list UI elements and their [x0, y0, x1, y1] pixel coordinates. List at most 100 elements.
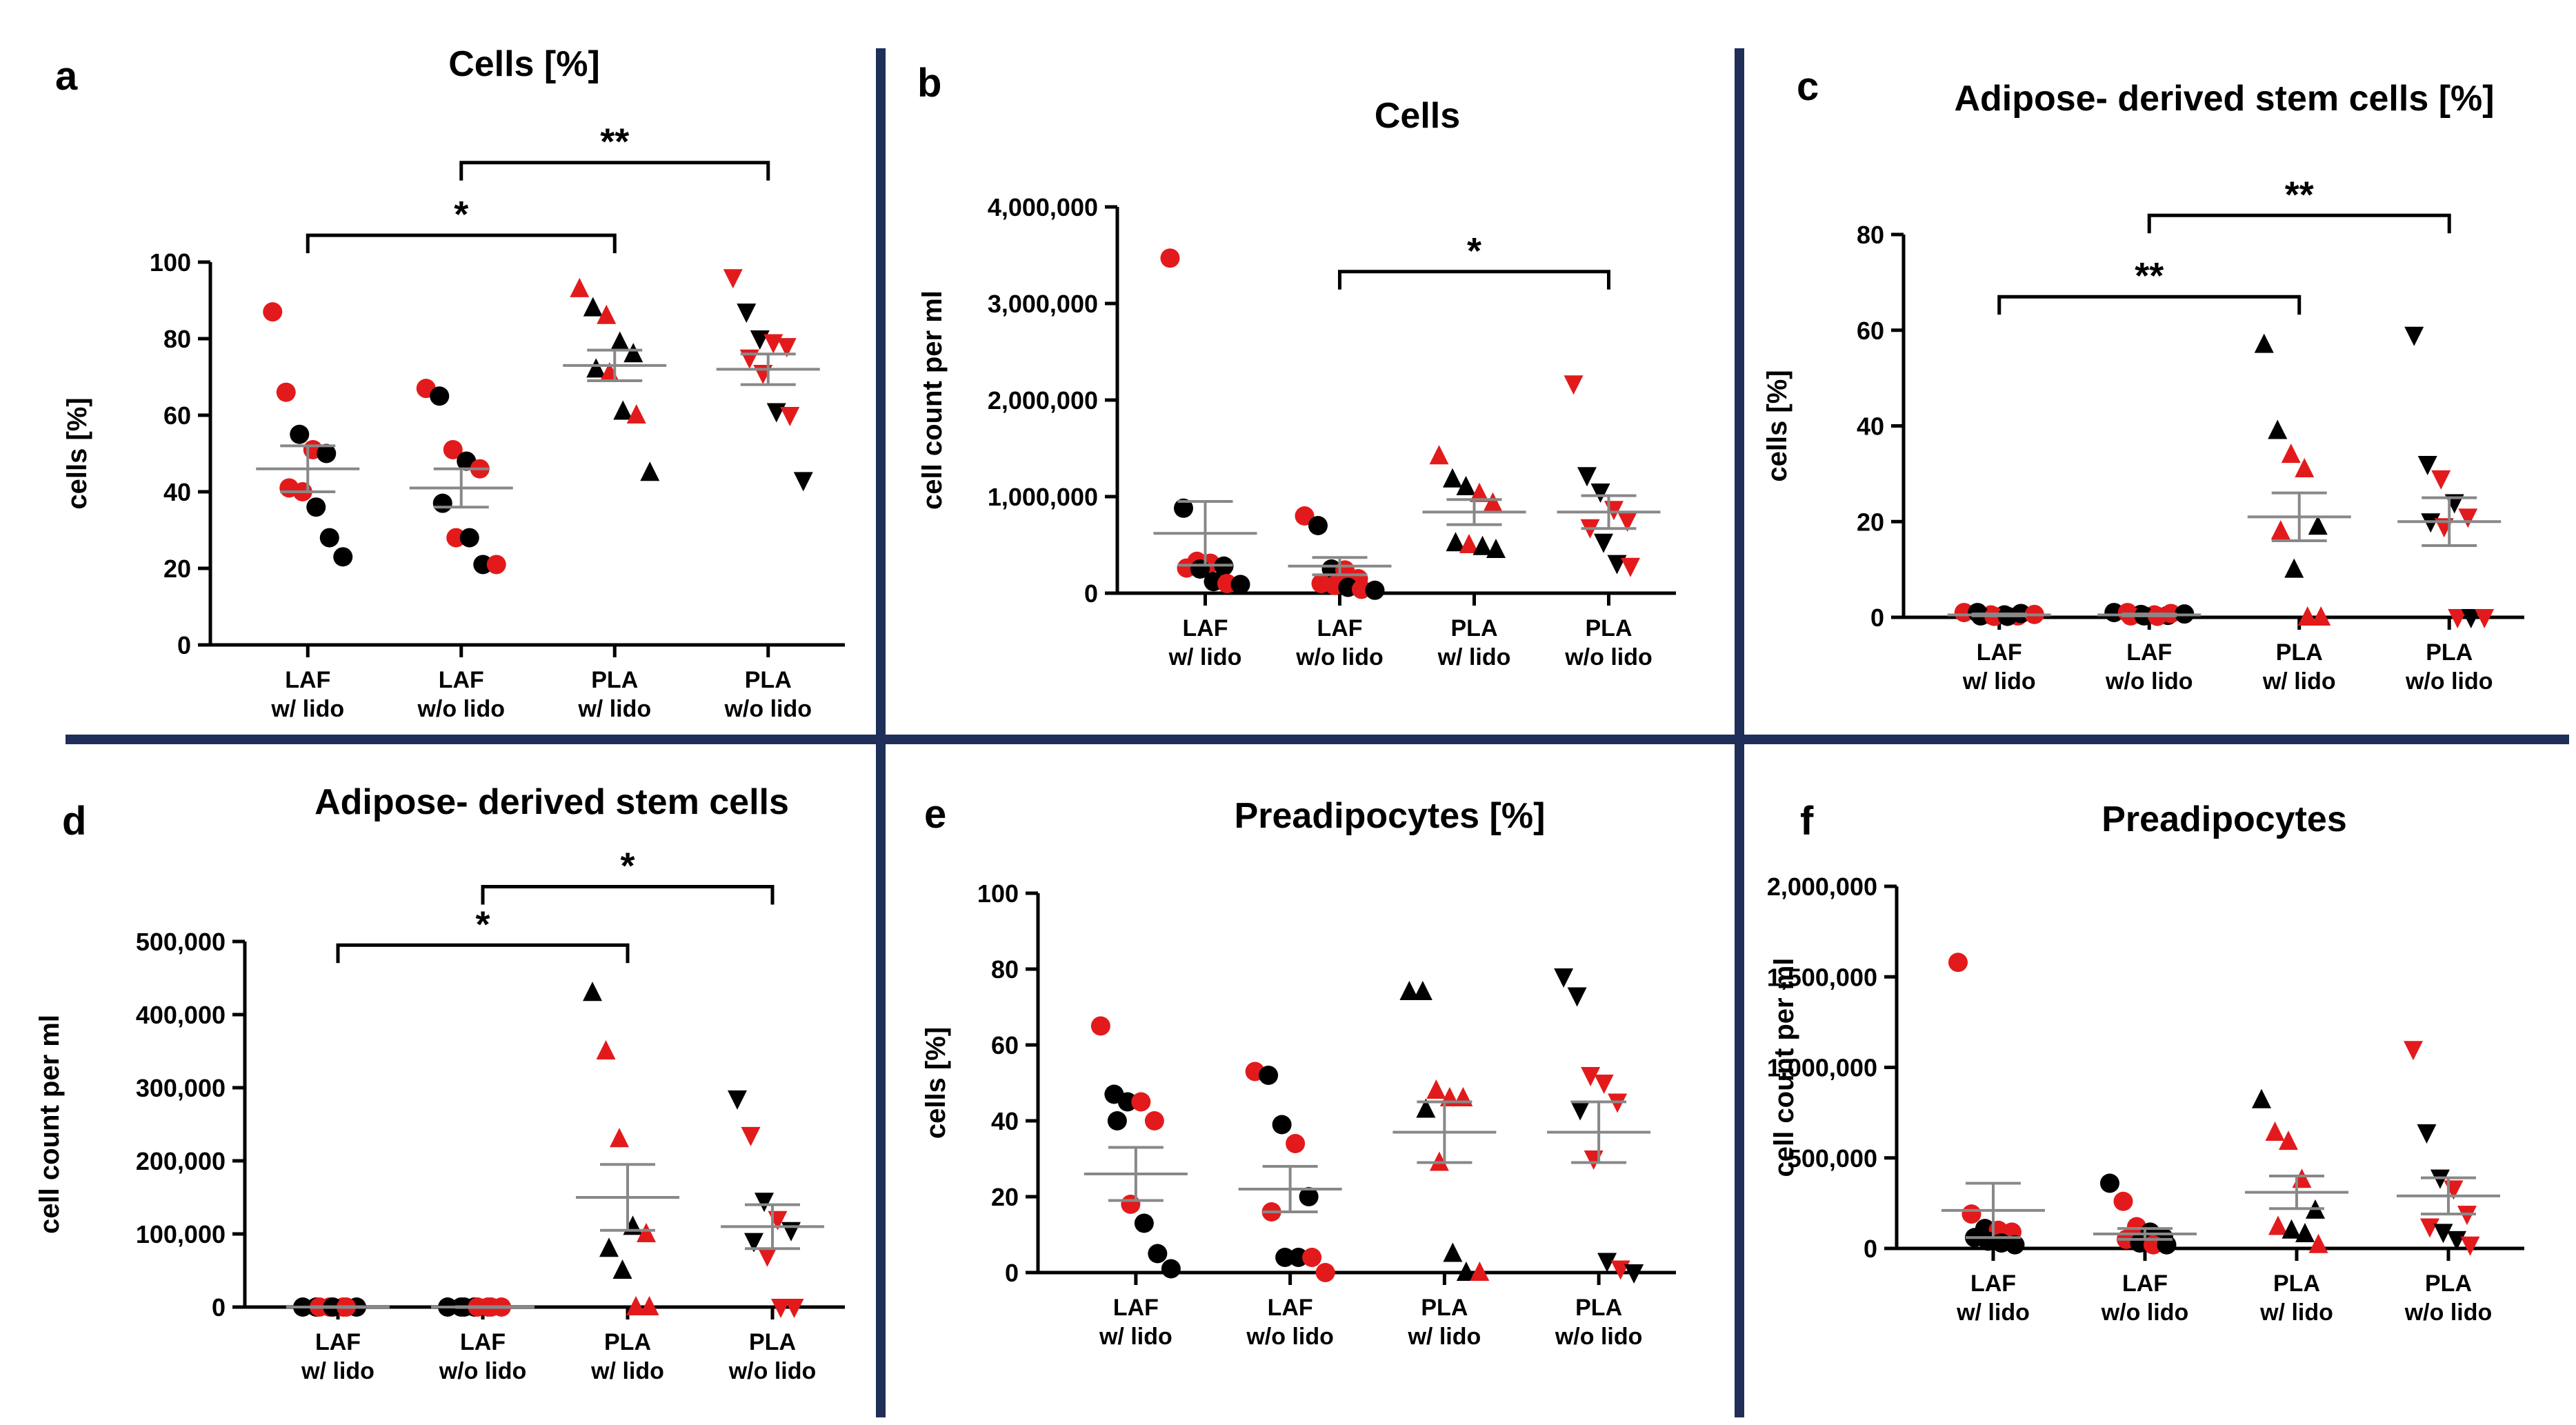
panel-e-data-point	[1131, 1092, 1151, 1112]
panel-divider-vertical-right	[1735, 48, 1744, 1417]
panel-b-y-tick-label: 4,000,000	[988, 193, 1098, 221]
panel-e-data-point	[1275, 1248, 1295, 1267]
panel-e-data-point	[1259, 1066, 1279, 1085]
panel-d-x-tick-label: PLA	[749, 1329, 796, 1355]
panel-b-x-tick-label-sub: w/o lido	[1564, 644, 1653, 670]
panel-b-x-tick-label: LAF	[1317, 615, 1362, 641]
panel-e-data-point	[1107, 1111, 1127, 1130]
panel-c-letter: c	[1797, 64, 1819, 109]
panel-c-data-point	[2281, 444, 2301, 464]
panel-a-x-tick-label-sub: w/ lido	[270, 696, 344, 722]
panel-f-data-point	[2404, 1041, 2423, 1061]
panel-a-x-tick-label-sub: w/ lido	[577, 696, 651, 722]
panel-b-x-tick-label-sub: w/ lido	[1437, 644, 1511, 670]
panel-e-data-point	[1144, 1111, 1164, 1130]
panel-c-significance-label: **	[2135, 255, 2164, 297]
panel-a-data-point	[737, 303, 757, 323]
panel-e-y-tick-label: 80	[991, 955, 1019, 984]
panel-b-letter: b	[917, 61, 941, 106]
panel-b-data-point	[1577, 467, 1597, 487]
panel-a-significance-label: *	[454, 194, 468, 235]
panel-d-title: Adipose- derived stem cells	[314, 782, 789, 822]
panel-f-x-tick-label: PLA	[2425, 1270, 2472, 1297]
panel-c-x-tick-label-sub: w/o lido	[2105, 668, 2193, 695]
panel-b-x-tick-label-sub: w/ lido	[1168, 644, 1242, 670]
panel-b-data-point	[1459, 534, 1479, 553]
panel-b-y-tick-label: 3,000,000	[988, 290, 1098, 318]
panel-c-y-tick-label: 60	[1857, 317, 1884, 345]
panel-c-x-tick-label-sub: w/ lido	[2262, 668, 2336, 695]
panel-e-x-tick-label-sub: w/o lido	[1246, 1324, 1334, 1350]
panel-f-data-point	[2113, 1191, 2133, 1211]
panel-a-data-point	[319, 528, 339, 548]
panel-e-y-tick-label: 100	[977, 879, 1019, 908]
panel-e-x-tick-label: PLA	[1421, 1295, 1468, 1321]
panel-e-data-point	[1570, 1101, 1590, 1121]
panel-d-data-point	[771, 1299, 790, 1318]
panel-e-data-point	[1286, 1134, 1306, 1153]
panel-b-data-point	[1429, 445, 1449, 465]
panel-f-title: Preadipocytes	[2101, 799, 2347, 839]
panel-e-data-point	[1597, 1253, 1617, 1273]
panel-e-data-point	[1272, 1115, 1292, 1135]
panel-c-y-tick-label: 80	[1857, 221, 1884, 249]
panel-b-y-tick-label: 1,000,000	[988, 483, 1098, 511]
panel-f-y-label: cell count per ml	[1769, 958, 1799, 1177]
panel-d-y-tick-label: 500,000	[136, 928, 226, 956]
panel-b-data-point	[1308, 516, 1328, 535]
panel-a-data-point	[570, 277, 590, 297]
panel-f-data-point	[2417, 1124, 2437, 1144]
panel-d-data-point	[596, 1040, 616, 1059]
panel-e-data-point	[1443, 1242, 1463, 1262]
panel-b-x-tick-label-sub: w/o lido	[1295, 644, 1384, 670]
panel-f-x-tick-label-sub: w/ lido	[1956, 1299, 2030, 1326]
panel-e-y-tick-label: 60	[991, 1031, 1019, 1059]
panel-c-y-tick-label: 20	[1857, 508, 1884, 536]
panel-e-data-point	[1315, 1263, 1335, 1282]
panel-e-data-point	[1299, 1187, 1319, 1206]
panel-c-significance-bracket	[1997, 295, 2302, 315]
panel-divider-horizontal	[66, 735, 2569, 744]
panel-b-data-point	[1160, 248, 1180, 268]
panel-a-x-tick-label: LAF	[439, 667, 484, 693]
panel-divider-vertical-left	[876, 48, 886, 1417]
panel-b-data-point	[1594, 533, 1613, 553]
panel-e-data-point	[1416, 1098, 1436, 1118]
panel-b-data-point	[1470, 482, 1489, 502]
panel-c-data-point	[2295, 457, 2315, 477]
panel-b-data-point	[1472, 535, 1492, 555]
panel-f-data-point	[2308, 1233, 2328, 1253]
panel-a-significance-bracket	[459, 161, 770, 181]
panel-b-title: Cells	[1375, 96, 1460, 136]
panel-d-data-point	[612, 1259, 632, 1279]
panel-c-data-point	[2268, 419, 2288, 439]
panel-b-data-point	[1295, 506, 1315, 526]
panel-d-y-tick-label: 100,000	[136, 1220, 226, 1248]
panel-f-data-point	[2460, 1236, 2480, 1256]
panel-d-y-label: cell count per ml	[34, 1015, 65, 1234]
panel-d-x-tick-label: LAF	[315, 1329, 361, 1355]
panel-c-significance-bracket	[2147, 213, 2451, 234]
panel-a-data-point	[446, 528, 466, 548]
panel-a-y-tick-label: 20	[163, 555, 191, 583]
panel-e-data-point	[1581, 1067, 1601, 1086]
panel-f-x-tick-label-sub: w/ lido	[2259, 1299, 2333, 1326]
panel-e-data-point	[1456, 1262, 1476, 1281]
panel-f-data-point	[2295, 1223, 2315, 1242]
panel-f-letter: f	[1800, 799, 1814, 844]
panel-a-data-point	[317, 444, 337, 464]
panel-d-y-tick-label: 0	[212, 1293, 226, 1322]
panel-f-x-tick-label: PLA	[2273, 1270, 2320, 1297]
panel-f-x-tick-label: LAF	[2122, 1270, 2168, 1297]
panel-a-significance-label: **	[600, 121, 629, 163]
panel-c-x-tick-label: LAF	[1977, 639, 2022, 666]
panel-c-y-label: cells [%]	[1762, 370, 1793, 481]
panel-d-data-point	[755, 1193, 774, 1213]
panel-e-data-point	[1148, 1244, 1168, 1264]
panel-f-data-point	[2292, 1168, 2312, 1188]
panel-b-data-point	[1590, 484, 1610, 503]
panel-e-data-point	[1567, 987, 1587, 1007]
panel-b-x-tick-label: LAF	[1182, 615, 1228, 641]
panel-a-x-tick-label-sub: w/o lido	[417, 696, 505, 722]
panel-f-data-point	[1961, 1204, 1981, 1224]
